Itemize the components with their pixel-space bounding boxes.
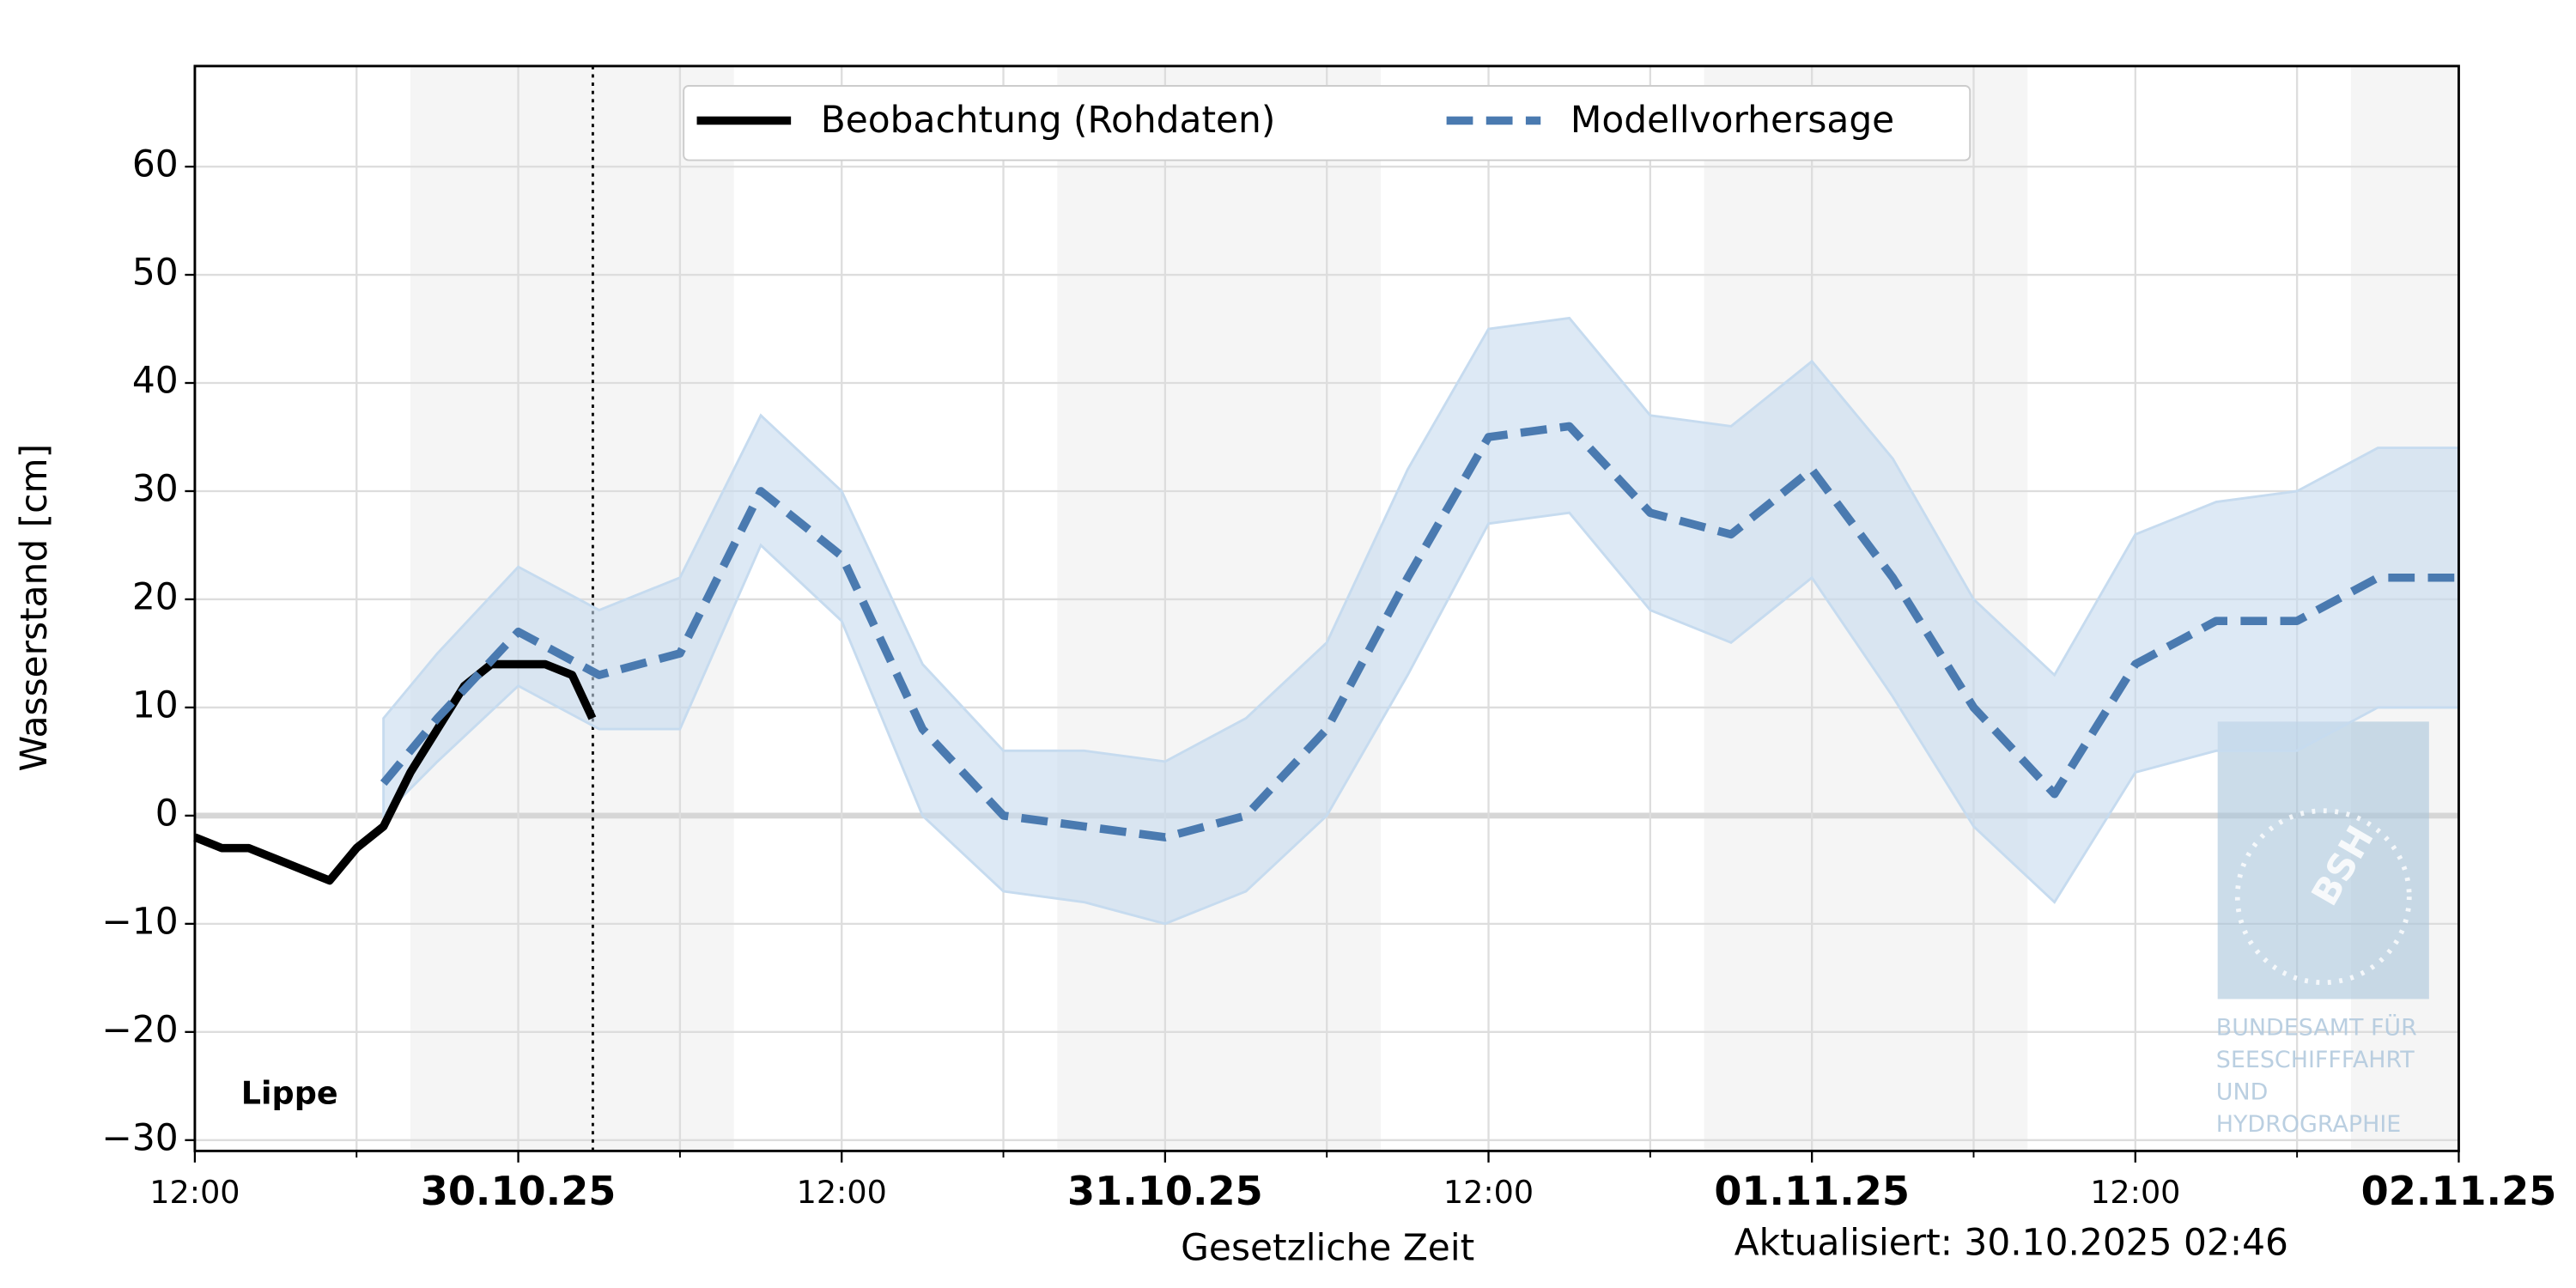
night-shade xyxy=(1057,65,1381,1151)
watermark: BSH BUNDESAMT FÜRSEESCHIFFFAHRTUNDHYDROG… xyxy=(2216,721,2429,1138)
y-tick-label: 0 xyxy=(155,792,179,834)
observation-line xyxy=(193,659,597,885)
y-tick-label: 60 xyxy=(132,143,179,185)
x-tick-label: 31.10.25 xyxy=(1067,1168,1263,1214)
watermark-text: SEESCHIFFFAHRT xyxy=(2216,1047,2415,1073)
legend-box xyxy=(683,85,1971,161)
y-tick-label: 20 xyxy=(132,575,179,617)
updated-note: Aktualisiert: 30.10.2025 02:46 xyxy=(1735,1222,2288,1264)
watermark-text: HYDROGRAPHIE xyxy=(2216,1111,2402,1138)
watermark-text: BUNDESAMT FÜR xyxy=(2216,1014,2417,1042)
legend-label: Modellvorhersage xyxy=(1571,99,1894,141)
x-tick-label: 30.10.25 xyxy=(421,1168,617,1214)
x-tick-label: 01.11.25 xyxy=(1714,1168,1910,1214)
watermark-circle xyxy=(2234,808,2412,986)
x-tick-label: 12:00 xyxy=(1443,1174,1534,1211)
x-tick-label: 12:00 xyxy=(2090,1174,2180,1211)
legend-label: Beobachtung (Rohdaten) xyxy=(821,99,1276,141)
y-tick-label: −20 xyxy=(101,1008,178,1050)
watermark-text: UND xyxy=(2216,1079,2269,1106)
y-tick-label: −10 xyxy=(101,900,178,942)
x-tick-label: 12:00 xyxy=(149,1174,240,1211)
y-tick-label: 50 xyxy=(132,252,179,294)
x-tick-label: 12:00 xyxy=(797,1174,887,1211)
x-tick-label: 02.11.25 xyxy=(2361,1168,2557,1214)
y-tick-label: −30 xyxy=(101,1116,178,1158)
legend: Beobachtung (Rohdaten) Modellvorhersage xyxy=(683,85,1971,161)
y-tick-label: 10 xyxy=(132,683,179,726)
y-tick-label: 30 xyxy=(132,467,179,509)
y-tick-label: 40 xyxy=(132,360,179,402)
station-label: Lippe xyxy=(241,1075,338,1112)
x-axis-label: Gesetzliche Zeit xyxy=(1181,1226,1474,1268)
watermark-box xyxy=(2217,721,2429,999)
y-axis-label: Wasserstand [cm] xyxy=(13,444,55,772)
forecast-line xyxy=(380,422,2459,841)
